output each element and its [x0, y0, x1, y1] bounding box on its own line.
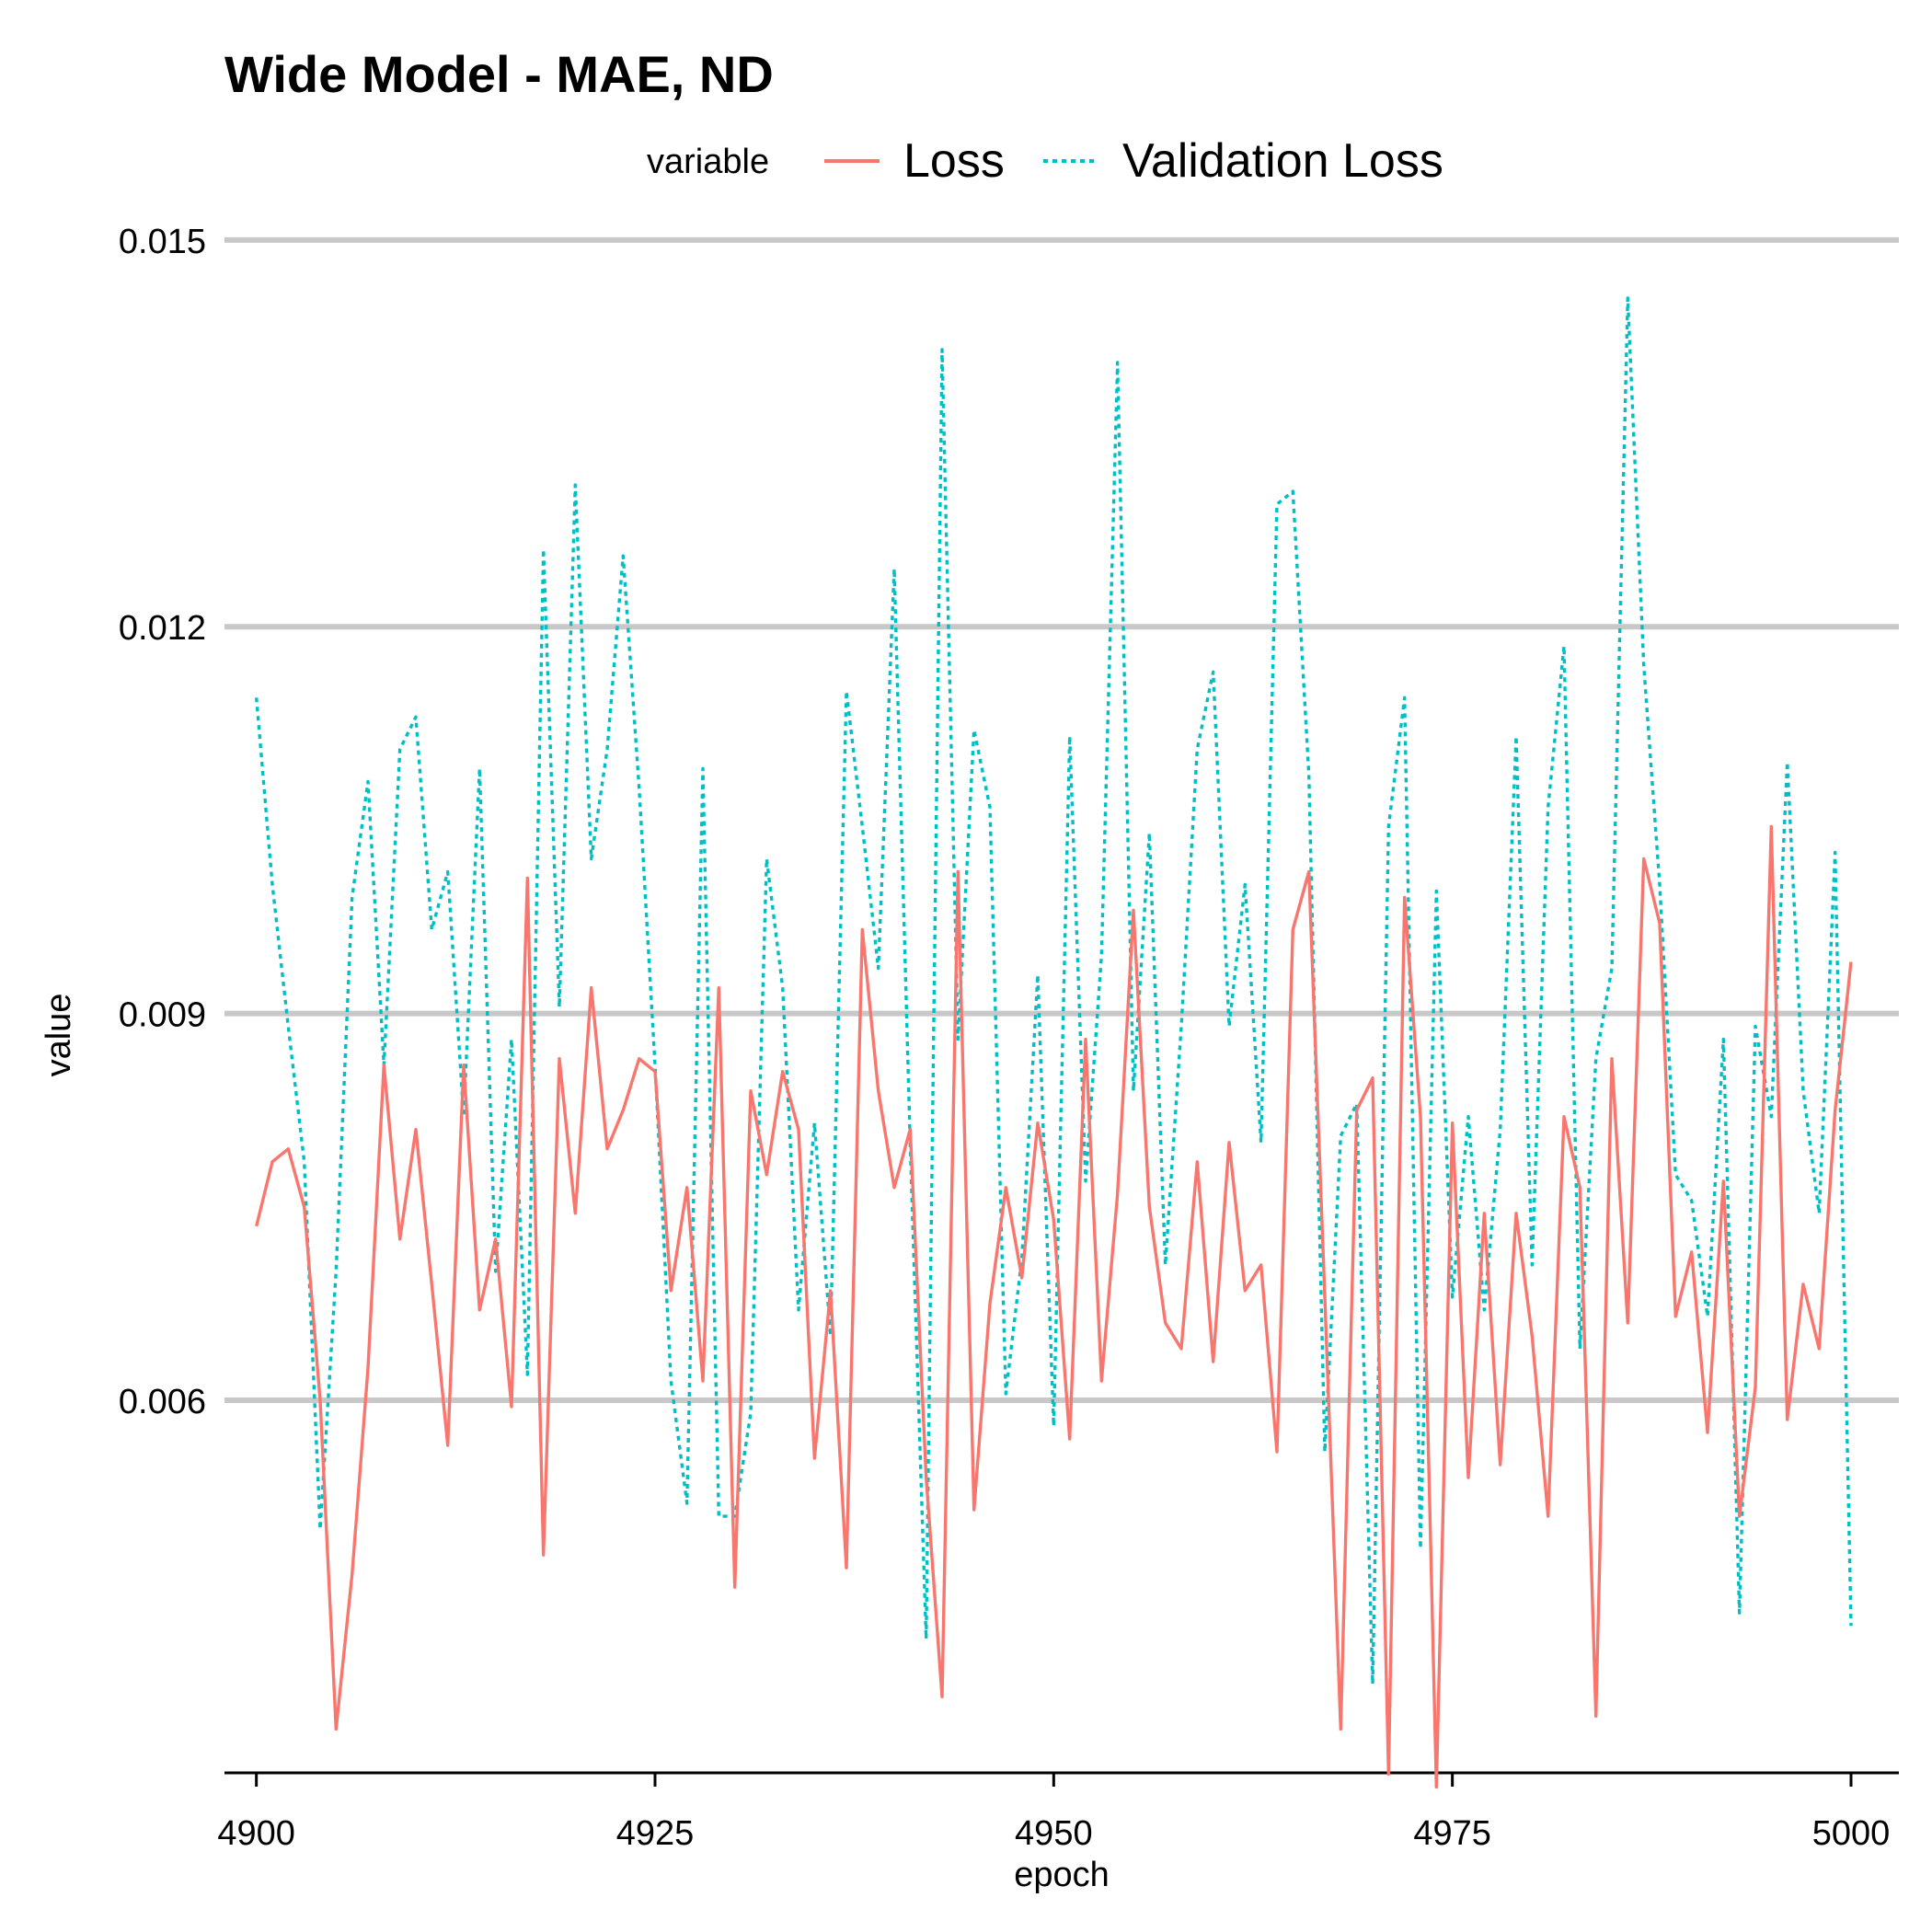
y-tick-label: 0.015	[119, 223, 206, 261]
x-tick-label: 4925	[616, 1814, 695, 1853]
y-tick-label: 0.006	[119, 1383, 206, 1421]
x-tick-label: 4900	[217, 1814, 295, 1853]
legend-label-loss: Loss	[903, 134, 1005, 188]
y-tick-label: 0.012	[119, 609, 206, 648]
x-axis-label: epoch	[1014, 1856, 1110, 1894]
chart-title: Wide Model - MAE, ND	[224, 45, 774, 103]
x-tick-label: 4975	[1413, 1814, 1491, 1853]
legend: variable Loss Validation Loss	[0, 133, 1932, 189]
legend-title: variable	[647, 143, 770, 181]
axes	[224, 1771, 1899, 1787]
series-lines	[255, 296, 1853, 1789]
legend-key-loss	[824, 159, 880, 163]
series-line-validation-loss	[255, 296, 1853, 1686]
tick-labels: 0.006 0.009 0.012 0.015 4900 4925 4950 4975 5000	[119, 223, 1890, 1853]
gridlines	[224, 236, 1899, 1404]
x-tick-label: 4950	[1015, 1814, 1093, 1853]
legend-key-validation-loss	[1043, 159, 1098, 163]
x-tick-label: 5000	[1812, 1814, 1891, 1853]
series-line-loss	[255, 824, 1853, 1789]
y-tick-label: 0.009	[119, 996, 206, 1035]
legend-label-validation-loss: Validation Loss	[1122, 134, 1443, 188]
y-axis-label: value	[40, 994, 78, 1077]
